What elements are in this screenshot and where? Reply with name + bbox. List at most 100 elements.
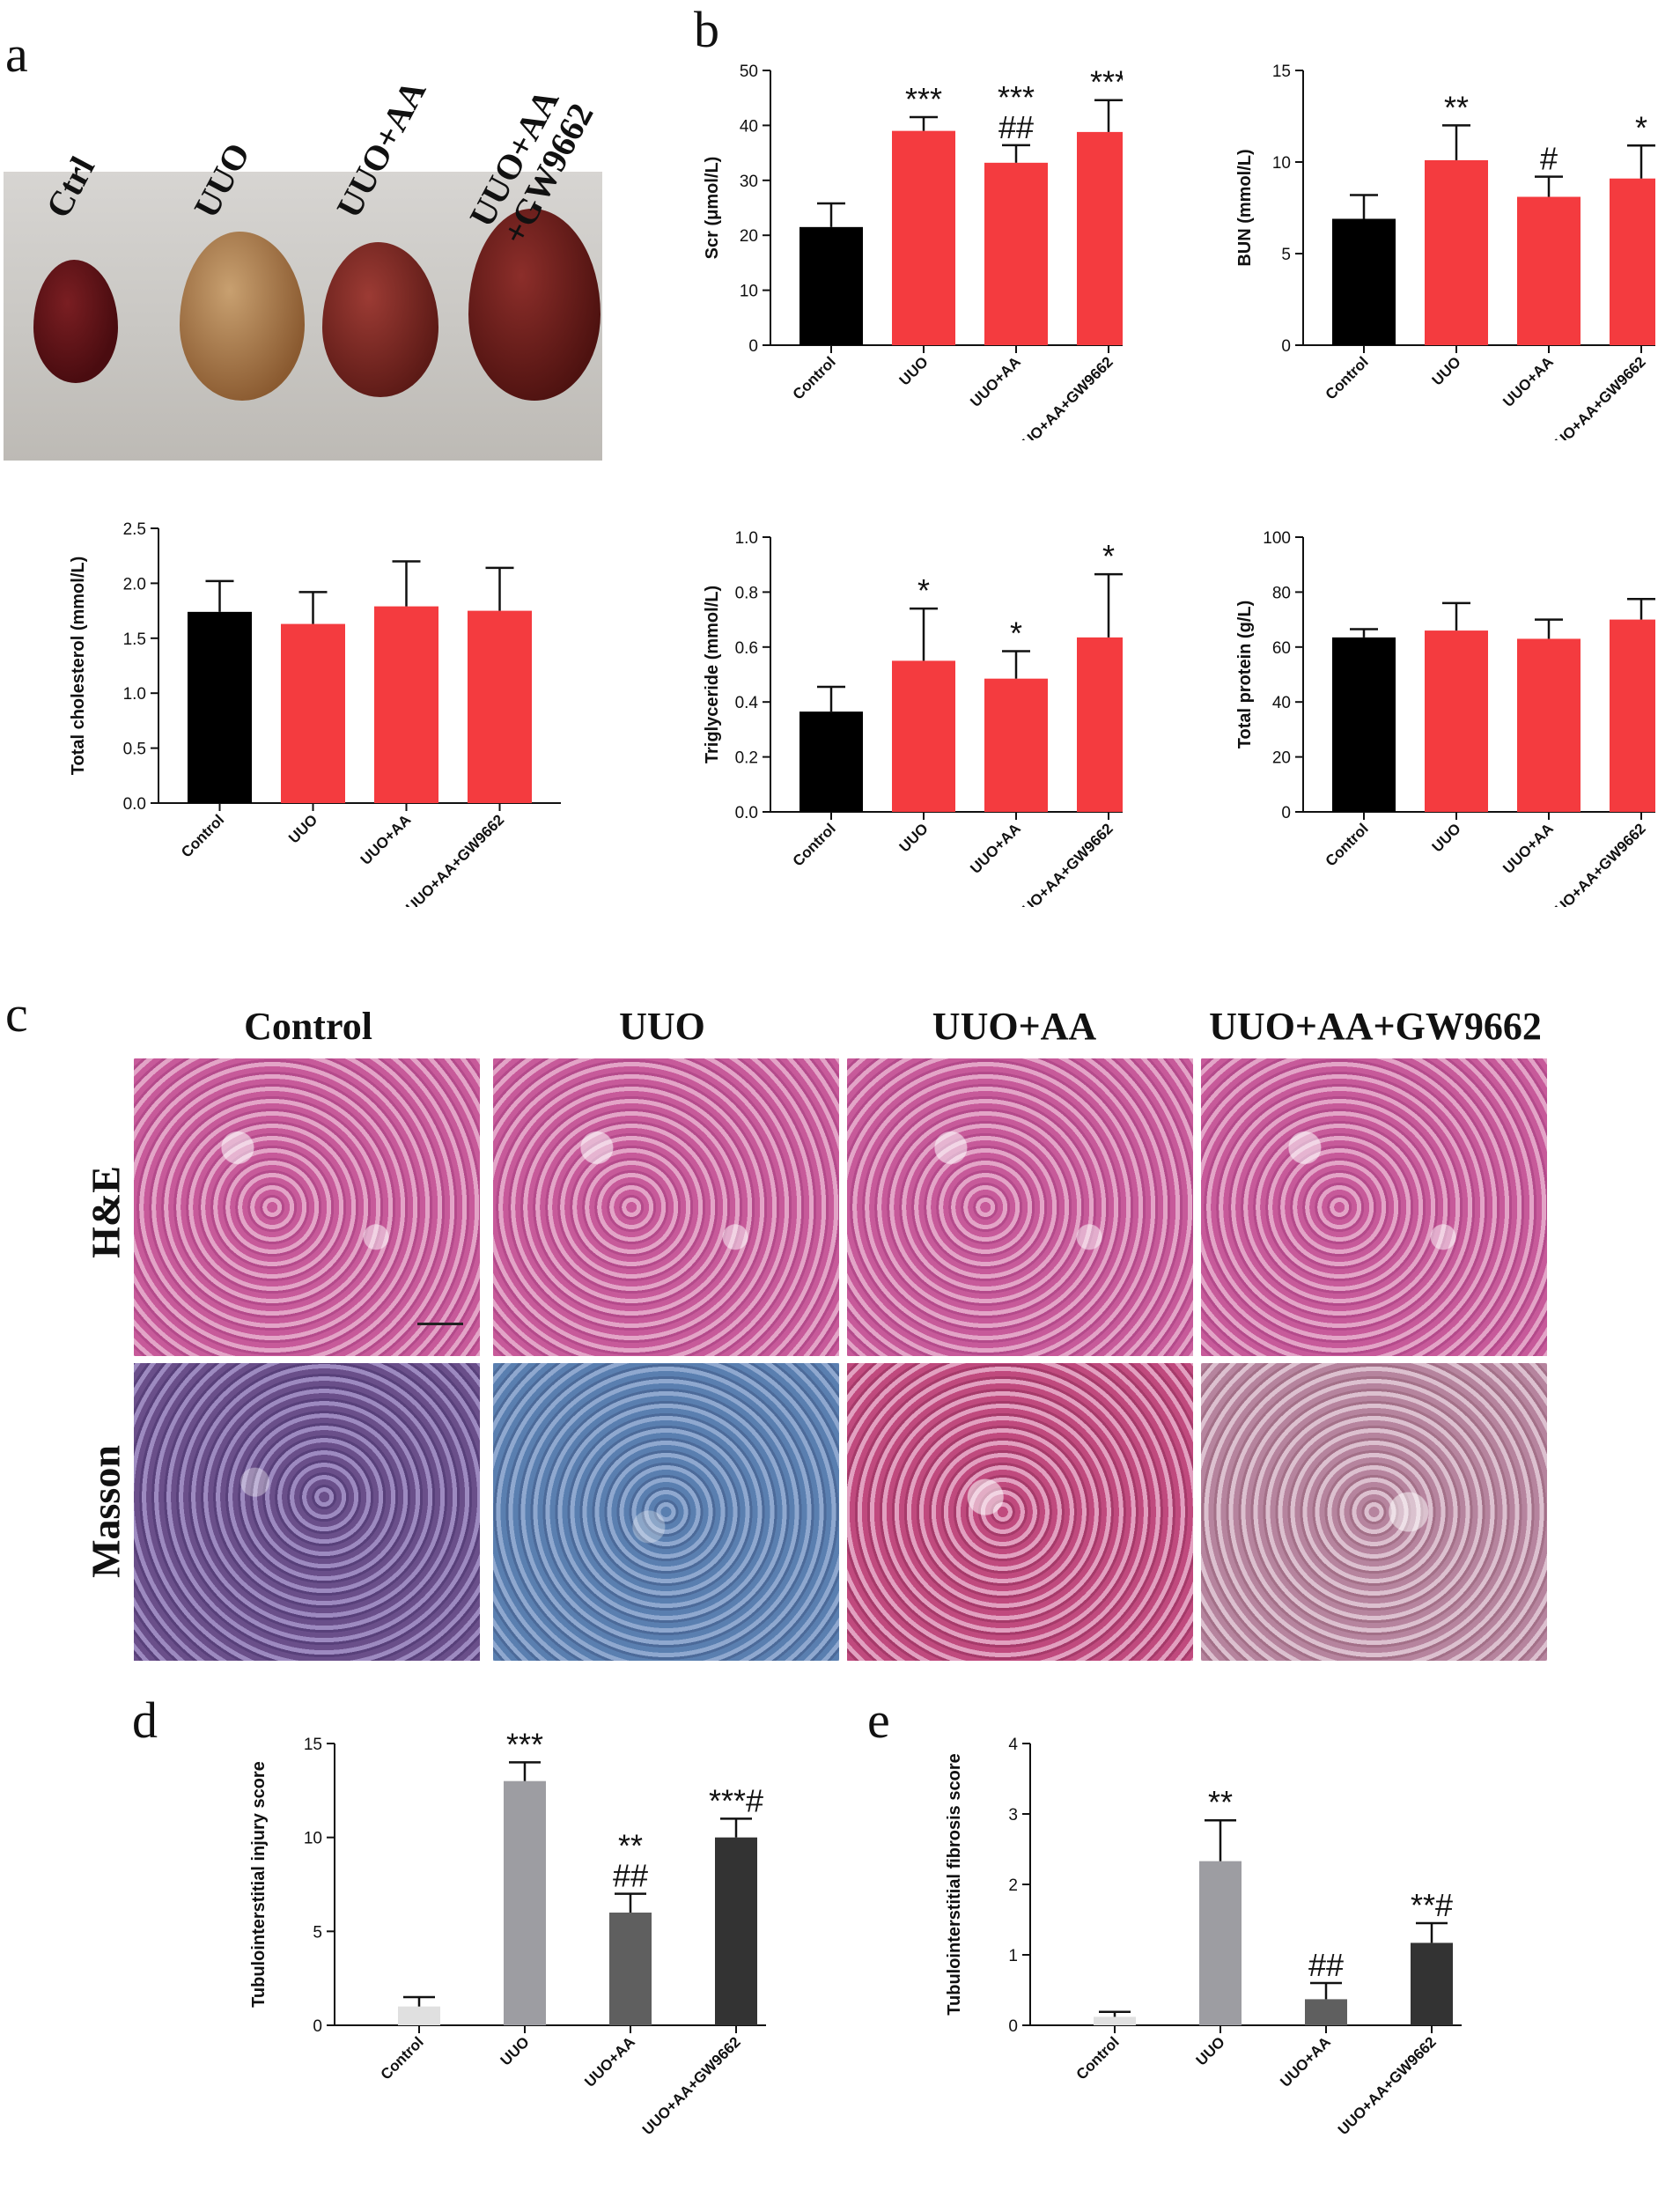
- significance-label: ***#: [709, 1782, 763, 1818]
- bar: [1332, 218, 1396, 345]
- y-tick-label: 10: [1272, 154, 1291, 173]
- y-axis-title: Triglyceride (mmol/L): [703, 586, 722, 763]
- y-tick-label: 0.2: [735, 749, 758, 768]
- bar: [1411, 1943, 1453, 2025]
- y-tick-label: 0.6: [735, 639, 758, 658]
- significance-line: ##: [998, 109, 1034, 145]
- y-tick-label: 0.0: [123, 795, 146, 814]
- y-axis-title: BUN (mmol/L): [1235, 149, 1255, 266]
- panel-letter-e: e: [867, 1692, 890, 1749]
- total-cholesterol-chart: 0.0 0.5 1.0 1.5 2.0 2.5 Total cholesterol (mmo…: [69, 520, 561, 907]
- micro-col-uuo-aa: UUO+AA: [932, 1005, 1097, 1048]
- y-tick-label: 1.5: [123, 630, 146, 649]
- bar: [1094, 2016, 1136, 2025]
- bar: [984, 678, 1048, 812]
- bar: [609, 1913, 652, 2025]
- y-tick-label: 50: [740, 63, 758, 81]
- bar: [1610, 178, 1655, 345]
- y-tick-label: 60: [1272, 639, 1291, 658]
- significance-label: ***: [506, 1726, 543, 1762]
- y-tick-label: 0.5: [123, 741, 146, 759]
- significance-label: *: [1102, 538, 1115, 574]
- x-tick-label: UUO+AA: [967, 820, 1024, 877]
- bar: [504, 1780, 546, 2025]
- y-tick-label: 0.8: [735, 584, 758, 602]
- x-tick-label: Control: [1323, 820, 1372, 869]
- injury-score-chart: 0 5 10 15 Tubulointerstitial injury score Con…: [249, 1726, 766, 2138]
- micro-row-masson: Masson: [83, 1445, 129, 1578]
- significance-label: *: [1010, 615, 1022, 651]
- x-tick-label: UUO+AA: [581, 2033, 638, 2090]
- y-tick-label: 20: [740, 227, 758, 246]
- bar: [1305, 1999, 1347, 2025]
- x-tick-label: Control: [790, 820, 839, 869]
- y-tick-label: 10: [304, 1830, 322, 1848]
- bar: [715, 1837, 757, 2025]
- bar: [1517, 638, 1581, 812]
- significance-label: *: [1635, 109, 1647, 145]
- y-tick-label: 0: [1281, 337, 1291, 356]
- x-tick-label: UUO: [285, 811, 321, 846]
- y-axis-title: Total cholesterol (mmol/L): [69, 557, 88, 776]
- significance-line: **: [1208, 1784, 1233, 1820]
- y-tick-label: 3: [1008, 1806, 1018, 1825]
- significance-line: *: [917, 572, 930, 608]
- bar: [1425, 630, 1488, 812]
- significance-line: ***: [506, 1726, 543, 1762]
- scr-chart: 0 10 20 30 40 50 Scr (μmol/L) Control UUO *** UUO+…: [703, 63, 1123, 440]
- x-tick-label: UUO: [1429, 820, 1464, 855]
- total-protein-chart: 0 20 40 60 80 100 Total protein (g/L) Control UU…: [1235, 529, 1655, 907]
- panel-letter-a: a: [5, 26, 28, 83]
- he-control-image: [134, 1058, 480, 1356]
- kidney-uuo-aa-gw9662: [468, 209, 601, 401]
- significance-line: *: [1010, 615, 1022, 651]
- y-tick-label: 1.0: [123, 685, 146, 704]
- significance-line: ***#: [709, 1782, 763, 1818]
- bar: [799, 226, 863, 345]
- significance-line: **: [618, 1828, 643, 1864]
- y-tick-label: 15: [1272, 63, 1291, 81]
- y-tick-label: 0.0: [735, 804, 758, 822]
- y-tick-label: 0: [748, 337, 758, 356]
- x-tick-label: UUO+AA: [1499, 353, 1557, 410]
- x-tick-label: UUO+AA: [1499, 820, 1557, 877]
- panel-letter-c: c: [5, 985, 28, 1043]
- masson-control-image: [134, 1363, 480, 1661]
- y-tick-label: 30: [740, 173, 758, 191]
- bar: [188, 611, 252, 803]
- y-tick-label: 15: [304, 1736, 322, 1754]
- x-tick-label: UUO: [1193, 2033, 1228, 2068]
- micro-row-he: H&E: [83, 1166, 129, 1258]
- significance-label: #: [1540, 141, 1558, 177]
- x-tick-label: UUO+AA: [357, 811, 415, 868]
- fibrosis-score-chart: 0 1 2 3 4 Tubulointerstitial fibrosis score Co…: [945, 1736, 1462, 2138]
- y-tick-label: 0: [1281, 804, 1291, 822]
- x-tick-label: UUO+AA: [967, 353, 1024, 410]
- x-tick-label: Control: [378, 2033, 427, 2083]
- he-uuo-image: [493, 1058, 839, 1356]
- x-tick-label: UUO+AA+GW9662: [1012, 353, 1116, 440]
- x-tick-label: UUO+AA+GW9662: [639, 2033, 744, 2138]
- significance-line: ***: [905, 81, 942, 117]
- y-tick-label: 2: [1008, 1876, 1018, 1895]
- y-tick-label: 20: [1272, 749, 1291, 768]
- micro-col-uuo-aa-gw9662: UUO+AA+GW9662: [1209, 1005, 1542, 1048]
- x-tick-label: UUO+AA+GW9662: [1544, 820, 1649, 907]
- significance-label: **: [1444, 89, 1469, 125]
- kidney-uuo: [180, 232, 305, 401]
- x-tick-label: UUO: [896, 820, 932, 855]
- he-uuo-aa-gw9662-image: [1201, 1058, 1547, 1356]
- bar: [1199, 1861, 1242, 2025]
- y-tick-label: 100: [1263, 529, 1291, 548]
- significance-line: #: [1540, 141, 1558, 177]
- y-tick-label: 1: [1008, 1947, 1018, 1965]
- bar: [1332, 637, 1396, 812]
- x-tick-label: UUO: [1429, 353, 1464, 388]
- y-axis-title: Tubulointerstitial fibrosis score: [945, 1753, 964, 2015]
- y-tick-label: 10: [740, 283, 758, 301]
- masson-uuo-aa-image: [847, 1363, 1193, 1661]
- significance-label: ***: [905, 81, 942, 117]
- x-tick-label: UUO: [896, 353, 932, 388]
- significance-label: **#: [1411, 1887, 1453, 1923]
- bar: [1610, 619, 1655, 812]
